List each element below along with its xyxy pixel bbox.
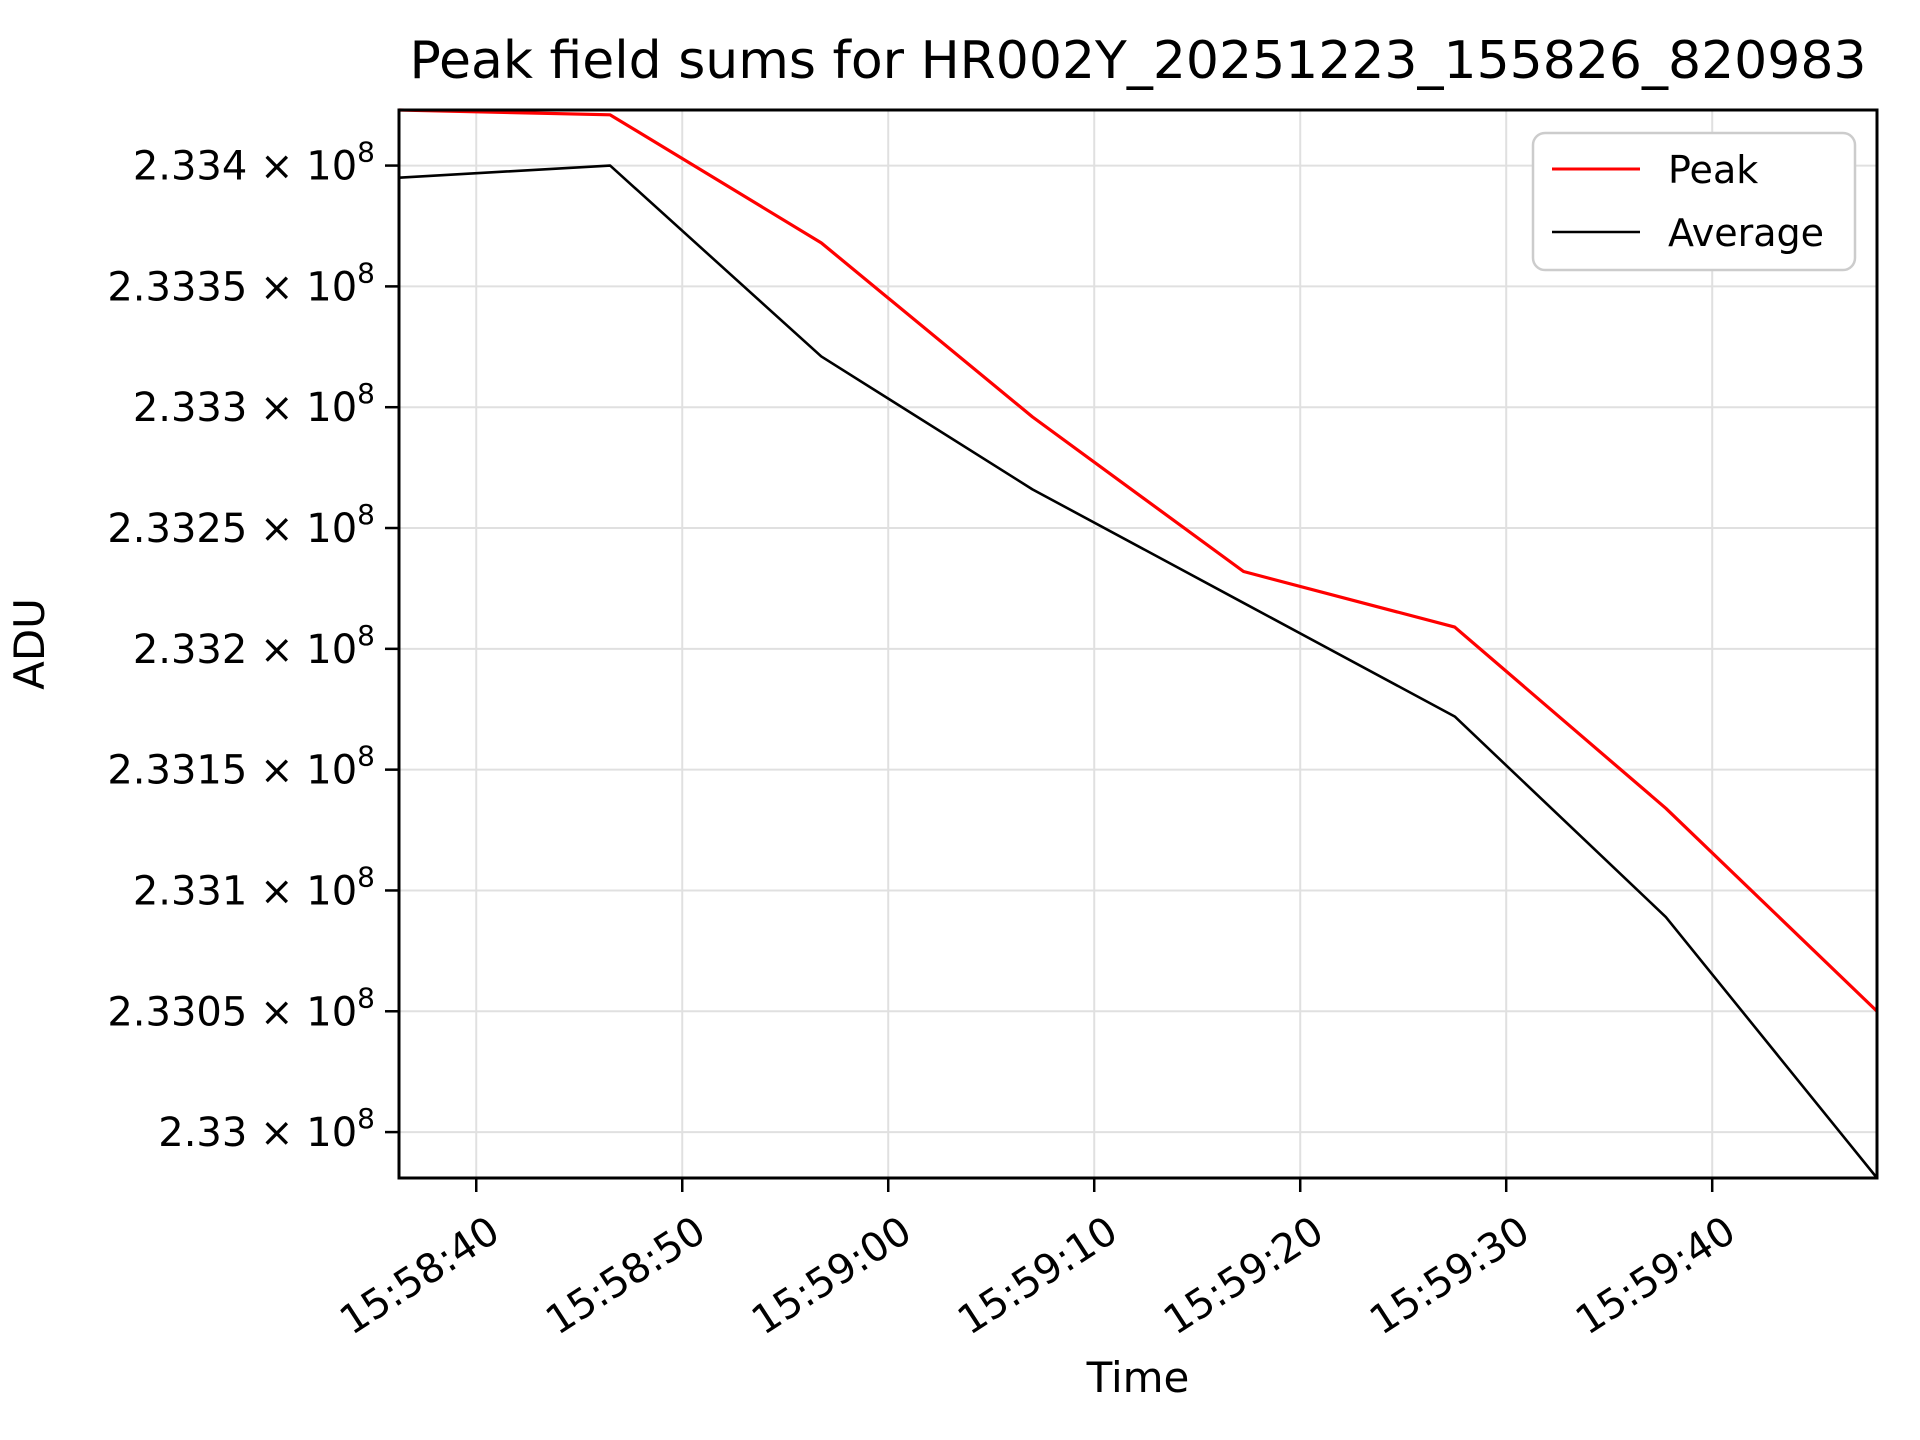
y-tick-label: 2.334 × 108 <box>133 136 375 190</box>
y-tick-label: 2.331 × 108 <box>133 860 375 914</box>
y-tick-label: 2.3305 × 108 <box>107 981 375 1035</box>
peak-line <box>398 108 1879 1013</box>
x-tick-label: 15:59:00 <box>744 1208 920 1344</box>
x-tick-label: 15:59:30 <box>1362 1208 1538 1344</box>
y-tick-label: 2.3325 × 108 <box>107 498 375 552</box>
average-line <box>398 164 1879 1179</box>
legend-average-label: Average <box>1668 211 1824 255</box>
axes-border <box>397 108 1879 1180</box>
series-layer <box>398 108 1879 1179</box>
x-tick-label: 15:58:50 <box>538 1208 714 1344</box>
grid-layer <box>399 110 1877 1178</box>
y-axis-label: ADU <box>5 598 54 690</box>
legend-box <box>1531 131 1857 272</box>
x-tick-label: 15:59:10 <box>950 1208 1126 1344</box>
tick-layer <box>385 164 1714 1192</box>
y-tick-label: 2.3315 × 108 <box>107 740 375 794</box>
y-tick-label: 2.333 × 108 <box>133 377 375 431</box>
x-tick-label: 15:58:40 <box>332 1208 508 1344</box>
x-axis-label: Time <box>1086 1353 1190 1402</box>
x-tick-label: 15:59:20 <box>1156 1208 1332 1344</box>
y-tick-label: 2.33 × 108 <box>158 1102 375 1156</box>
legend: Peak Average <box>1531 131 1857 272</box>
chart-title: Peak field sums for HR002Y_20251223_1558… <box>409 31 1866 91</box>
y-tick-label: 2.332 × 108 <box>133 619 375 673</box>
y-tick-label: 2.3335 × 108 <box>107 256 375 310</box>
legend-peak-label: Peak <box>1668 148 1758 192</box>
axes-spines <box>397 108 1879 1180</box>
x-tick-label: 15:59:40 <box>1568 1208 1744 1344</box>
tick-label-layer: 15:58:40 15:58:50 15:59:00 15:59:10 15:59:20… <box>107 136 1743 1345</box>
